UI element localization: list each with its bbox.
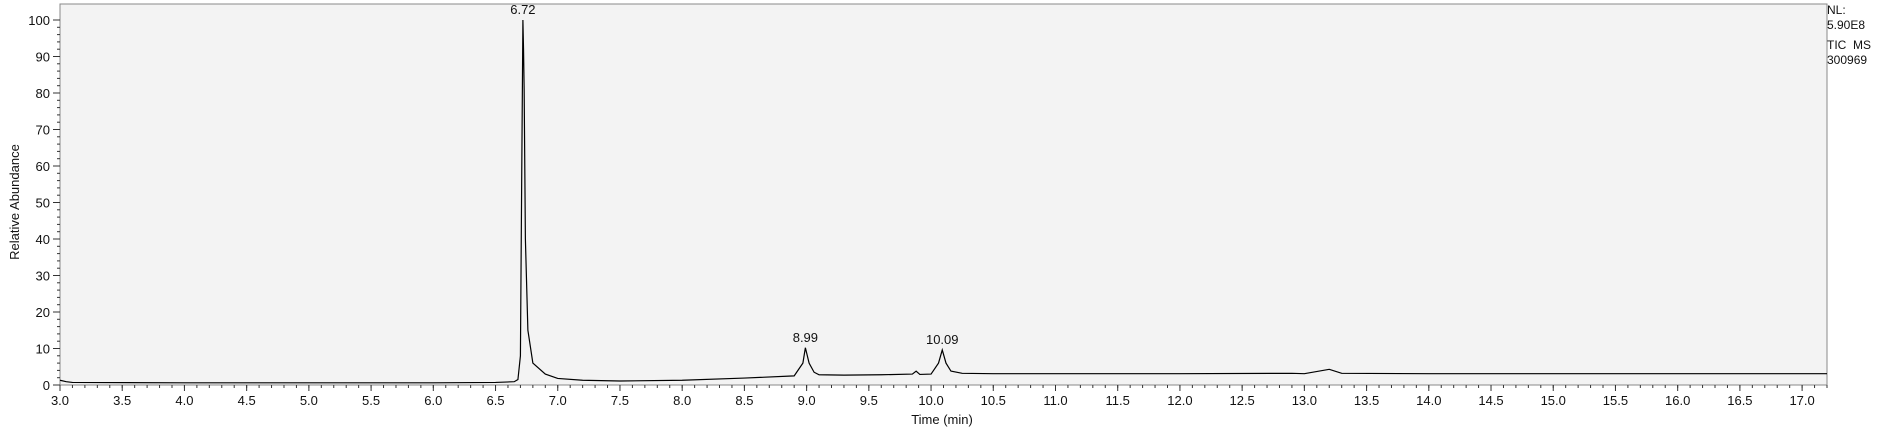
info-nl-label: NL: xyxy=(1827,3,1846,17)
y-tick-label: 10 xyxy=(36,342,50,357)
y-tick-label: 100 xyxy=(28,13,50,28)
y-axis: 0 10 20 30 40 50 60 70 80 90 100 xyxy=(28,13,60,393)
x-tick-label: 8.0 xyxy=(673,393,691,408)
x-tick-label: 13.5 xyxy=(1354,393,1379,408)
x-tick-label: 12.5 xyxy=(1229,393,1254,408)
x-tick-label: 5.0 xyxy=(300,393,318,408)
x-tick-label: 6.0 xyxy=(424,393,442,408)
y-tick-label: 20 xyxy=(36,305,50,320)
x-tick-label: 4.5 xyxy=(238,393,256,408)
x-tick-label: 13.0 xyxy=(1292,393,1317,408)
x-tick-label: 7.5 xyxy=(611,393,629,408)
x-tick-label: 16.0 xyxy=(1665,393,1690,408)
y-tick-label: 40 xyxy=(36,232,50,247)
x-tick-label: 7.0 xyxy=(549,393,567,408)
info-nl-value: 5.90E8 xyxy=(1827,18,1866,32)
x-tick-label: 9.5 xyxy=(860,393,878,408)
peak-label: 10.09 xyxy=(926,332,959,347)
x-tick-label: 4.0 xyxy=(175,393,193,408)
y-tick-label: 60 xyxy=(36,159,50,174)
y-tick-label: 50 xyxy=(36,196,50,211)
x-tick-label: 17.0 xyxy=(1789,393,1814,408)
x-tick-label: 15.0 xyxy=(1541,393,1566,408)
y-tick-label: 70 xyxy=(36,123,50,138)
peak-label: 6.72 xyxy=(510,2,535,17)
y-tick-label: 0 xyxy=(43,378,50,393)
y-tick-label: 30 xyxy=(36,269,50,284)
x-tick-label: 9.0 xyxy=(798,393,816,408)
plot-area xyxy=(59,3,1828,386)
x-tick-label: 11.5 xyxy=(1106,393,1130,408)
x-tick-label: 16.5 xyxy=(1727,393,1752,408)
y-axis-title: Relative Abundance xyxy=(7,144,22,260)
y-tick-label: 80 xyxy=(36,86,50,101)
info-sample-id: 300969 xyxy=(1827,53,1868,67)
x-tick-label: 12.0 xyxy=(1167,393,1192,408)
tic-trace-line xyxy=(59,19,1827,384)
x-tick-label: 3.0 xyxy=(51,393,69,408)
x-axis-title: Time (min) xyxy=(911,412,973,427)
x-tick-label: 6.5 xyxy=(486,393,504,408)
x-tick-label: 5.5 xyxy=(362,393,380,408)
peak-labels: 6.72 8.99 10.09 xyxy=(510,2,958,347)
peak-label: 8.99 xyxy=(793,330,818,345)
info-scan-type: TIC MS xyxy=(1827,38,1871,52)
x-tick-label: 10.5 xyxy=(981,393,1006,408)
x-tick-label: 3.5 xyxy=(113,393,131,408)
x-tick-label: 8.5 xyxy=(735,393,753,408)
x-tick-label: 15.5 xyxy=(1603,393,1628,408)
x-axis: 3.0 3.5 4.0 4.5 5.0 5.5 6.0 6.5 7.0 7.5 8.0 8.5 9.0 9… xyxy=(51,385,1828,408)
x-tick-label: 14.0 xyxy=(1416,393,1441,408)
x-tick-label: 14.5 xyxy=(1478,393,1503,408)
x-tick-label: 10.0 xyxy=(918,393,943,408)
x-tick-label: 11.0 xyxy=(1043,393,1067,408)
y-tick-label: 90 xyxy=(36,50,50,65)
